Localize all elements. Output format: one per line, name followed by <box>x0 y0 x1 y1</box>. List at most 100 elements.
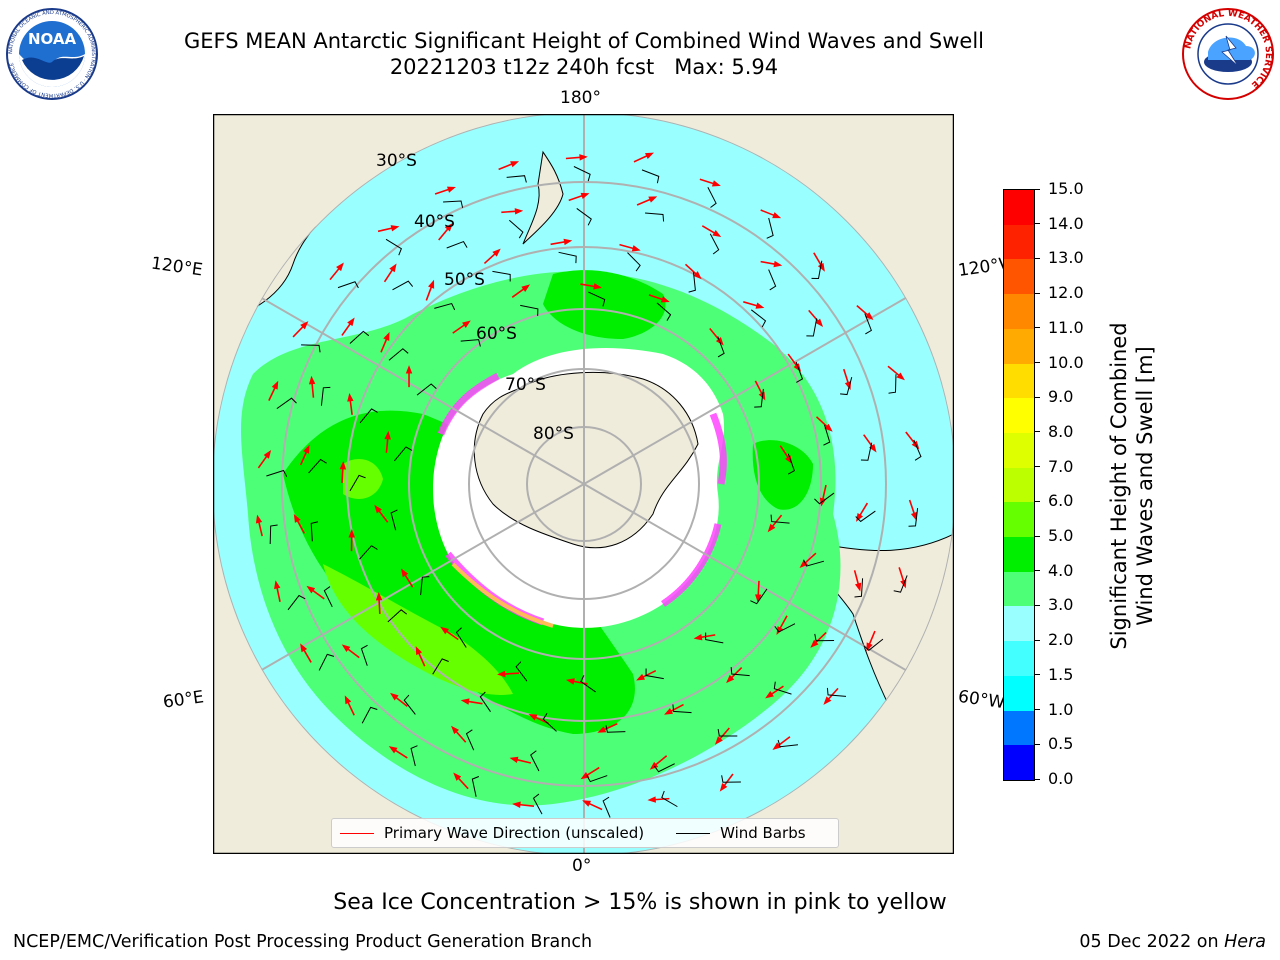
colorbar-ticks: 0.0 0.5 1.0 1.5 2.0 3.0 4.0 5.0 6.0 7.0 8.0 9.0 10.0… <box>1034 179 1094 788</box>
wave-arrow-head <box>521 284 531 292</box>
colorbar-tick-label: 15.0 <box>1048 179 1084 198</box>
wind-barb <box>654 763 675 773</box>
colorbar-segment <box>1004 745 1034 780</box>
wave-arrow-head <box>375 591 383 601</box>
wave-arrow-head <box>341 644 351 652</box>
wave-arrow-head <box>390 692 399 701</box>
wave-direction-arrow <box>808 309 820 323</box>
wave-arrow-head <box>451 725 460 735</box>
wind-barb <box>721 775 741 783</box>
colorbar-segment <box>1004 537 1034 572</box>
wave-direction-arrow <box>302 648 312 663</box>
wave-direction-arrow <box>729 667 743 680</box>
colorbar-tick-label: 0.0 <box>1048 769 1074 788</box>
wind-barb <box>558 251 577 264</box>
wave-direction-arrow <box>341 321 352 336</box>
wave-arrow-head <box>865 312 874 320</box>
wind-barb <box>443 200 464 208</box>
wind-barb <box>580 675 596 693</box>
wind-barb <box>337 281 359 289</box>
wave-direction-arrow <box>684 263 698 276</box>
wave-direction-arrow <box>633 154 649 163</box>
wave-arrow-head <box>462 320 471 328</box>
wave-direction-arrow <box>778 615 788 631</box>
footer-date-text: 05 Dec 2022 on <box>1079 932 1219 952</box>
wave-direction-arrow <box>853 570 860 586</box>
wave-arrow-head <box>440 626 449 635</box>
wave-direction-arrow <box>329 266 341 281</box>
wave-direction-arrow <box>815 416 829 429</box>
wind-barb <box>479 691 491 712</box>
wave-direction-arrow <box>498 162 514 171</box>
wave-arrow-head <box>647 796 656 803</box>
wave-arrow-head <box>293 514 301 523</box>
wave-arrow-head <box>580 772 590 780</box>
wave-direction-arrow <box>550 240 567 246</box>
colorbar-segment <box>1004 363 1034 399</box>
nws-logo: NATIONAL WEATHER SERVICE <box>1182 8 1274 100</box>
colorbar-tick-mark <box>1034 431 1040 433</box>
wind-barb <box>774 623 796 633</box>
wave-arrow-head <box>528 714 538 721</box>
wave-arrow-head <box>497 670 506 678</box>
wind-barb <box>387 609 407 623</box>
wave-direction-arrow <box>417 651 426 667</box>
wind-barb <box>287 594 306 611</box>
footer-date: 05 Dec 2022 on Hera <box>1079 932 1266 952</box>
colorbar-tick-mark <box>1034 466 1040 468</box>
wave-direction-arrow <box>515 758 532 764</box>
wave-arrow-head <box>348 529 355 538</box>
wave-direction-arrow <box>842 368 850 385</box>
wind-barb <box>269 524 278 545</box>
wave-arrow-head <box>344 695 352 705</box>
wave-direction-arrow <box>619 243 636 250</box>
colorbar-tick-mark <box>1034 674 1040 676</box>
colorbar-segment <box>1004 328 1034 364</box>
wave-direction-arrow <box>310 588 325 600</box>
wave-arrow-head <box>631 245 641 252</box>
lat-label-80s: 80°S <box>533 424 574 444</box>
chart-subtitle: 20221203 t12z 240h fcst Max: 5.94 <box>389 55 779 79</box>
wave-arrow-head <box>347 317 355 327</box>
wave-arrow-head <box>390 225 400 232</box>
wind-barb <box>460 339 481 347</box>
wind-barb <box>795 361 804 383</box>
wind-barb <box>432 658 449 675</box>
wave-direction-arrow <box>821 484 827 501</box>
wave-arrow-head <box>799 559 808 568</box>
wind-barb <box>750 309 767 328</box>
colorbar-segment <box>1004 675 1034 711</box>
colorbar-tick-label: 10.0 <box>1048 352 1084 372</box>
wave-arrow-head <box>263 450 272 459</box>
wave-direction-arrow <box>908 499 916 516</box>
wave-arrow-head <box>401 568 409 578</box>
wave-direction-arrow <box>257 454 269 469</box>
colorbar-tick-mark <box>1034 292 1040 294</box>
wave-arrow-head <box>644 152 654 160</box>
wind-barb <box>310 521 319 542</box>
colorbar-segment <box>1004 398 1034 433</box>
colorbar-tick-label: 8.0 <box>1048 421 1074 441</box>
wind-barb <box>360 644 368 666</box>
wave-direction-arrow <box>295 518 306 534</box>
wave-direction-arrow <box>466 700 483 705</box>
wind-barb <box>301 344 321 353</box>
wave-direction-arrow <box>502 672 520 675</box>
wave-arrow-head <box>693 633 703 641</box>
colorbar-tick-mark <box>1034 257 1040 259</box>
wind-barb <box>266 469 288 477</box>
wave-direction-arrow <box>346 647 360 659</box>
wind-barb <box>661 790 678 808</box>
wave-arrow-head <box>649 761 659 770</box>
wave-direction-arrow <box>641 669 657 679</box>
wave-direction-arrow <box>585 766 600 777</box>
wind-barb <box>434 302 456 311</box>
wind-barb <box>750 588 768 605</box>
wave-arrow-head <box>785 455 793 465</box>
colorbar-segment <box>1004 502 1034 538</box>
colorbar-tick-mark <box>1034 778 1040 780</box>
wave-direction-arrow <box>669 703 684 713</box>
wave-direction-arrow <box>856 304 870 317</box>
wind-barb <box>520 304 539 316</box>
wind-barb <box>893 575 908 593</box>
